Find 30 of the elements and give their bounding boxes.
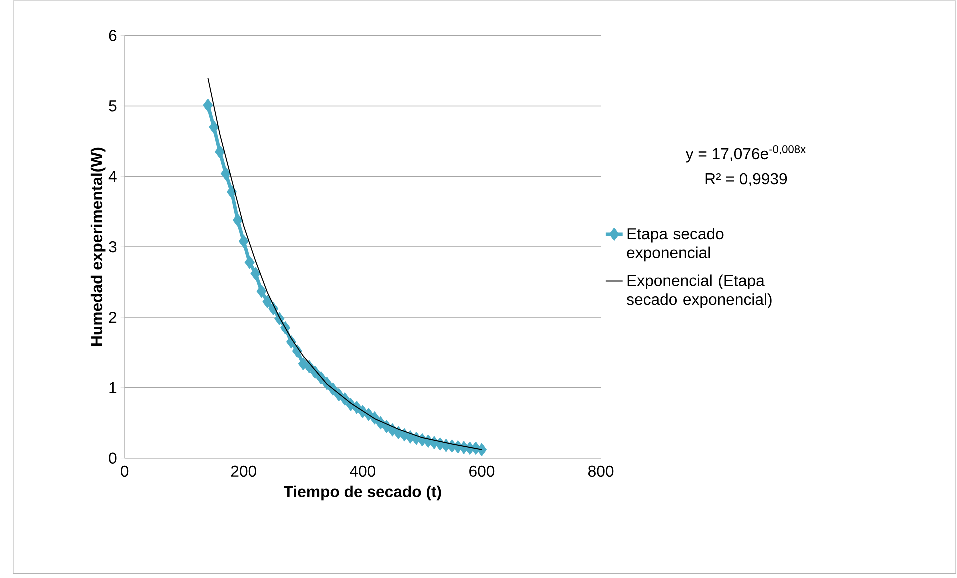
x-axis-title: Tiempo de secado (t) bbox=[284, 486, 442, 501]
x-tick-label: 200 bbox=[231, 466, 256, 478]
point bbox=[214, 145, 226, 159]
x-tick-label: 800 bbox=[588, 466, 614, 478]
point bbox=[250, 267, 261, 281]
point bbox=[220, 167, 232, 181]
x-tick-label: 600 bbox=[470, 466, 495, 478]
y-tick-label: 0 bbox=[109, 452, 117, 464]
point bbox=[209, 120, 220, 134]
x-tick-label: 0 bbox=[121, 466, 129, 478]
point bbox=[203, 98, 214, 112]
legend-label: Etapa secado exponencial bbox=[627, 228, 724, 262]
y-tick-label: 4 bbox=[108, 171, 117, 182]
legend-label: Exponencial (Etapa secado exponencial) bbox=[627, 274, 772, 309]
x-tick-label: 400 bbox=[350, 466, 376, 478]
point bbox=[476, 443, 488, 457]
y-tick-label: 1 bbox=[110, 382, 117, 394]
text: y = 17,076e$^{-0,008x}$ bbox=[686, 146, 806, 163]
y-tick-label: 5 bbox=[109, 100, 117, 112]
y-tick-label: 6 bbox=[109, 30, 117, 42]
point bbox=[256, 284, 267, 298]
text: R² = 0,9939 bbox=[706, 174, 788, 187]
y-axis-title: Humedad experimental(W) bbox=[90, 148, 106, 346]
point bbox=[238, 234, 249, 248]
point bbox=[232, 214, 244, 228]
point bbox=[244, 256, 255, 270]
y-tick-label: 2 bbox=[109, 312, 117, 324]
point bbox=[226, 186, 238, 199]
y-tick-label: 3 bbox=[109, 242, 117, 253]
point bbox=[262, 295, 273, 309]
